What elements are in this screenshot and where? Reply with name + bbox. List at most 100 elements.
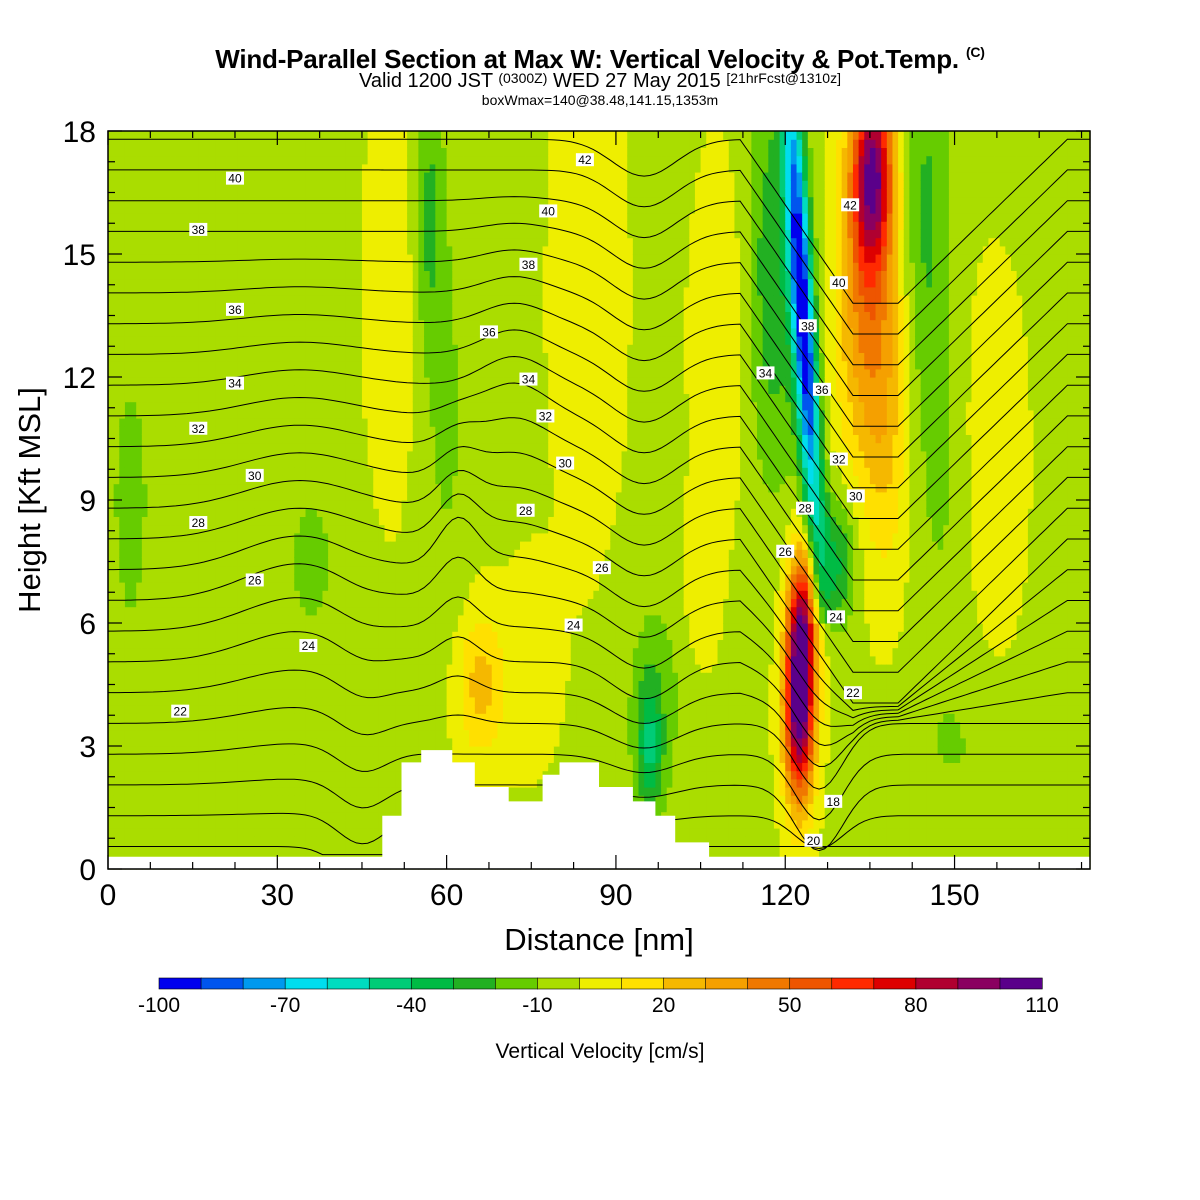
- heatmap-cell: [299, 500, 307, 509]
- heatmap-cell: [266, 180, 273, 189]
- heatmap-cell: [361, 393, 369, 403]
- heatmap-cell: [345, 467, 352, 476]
- heatmap-cell: [277, 705, 284, 714]
- heatmap-cell: [407, 680, 414, 690]
- heatmap-cell: [170, 582, 177, 591]
- heatmap-cell: [328, 491, 335, 501]
- heatmap-cell: [305, 377, 312, 386]
- heatmap-cell: [401, 401, 408, 411]
- heatmap-cell: [119, 516, 126, 526]
- heatmap-cell: [345, 360, 352, 370]
- heatmap-cell: [226, 631, 233, 640]
- heatmap-cell: [136, 139, 143, 148]
- heatmap-cell: [215, 327, 222, 337]
- heatmap-cell: [124, 172, 132, 181]
- heatmap-cell: [311, 229, 318, 239]
- heatmap-cell: [305, 262, 312, 271]
- heatmap-cell: [175, 836, 182, 845]
- heatmap-cell: [311, 549, 318, 558]
- heatmap-cell: [407, 131, 414, 140]
- heatmap-cell: [390, 434, 397, 444]
- heatmap-cell: [395, 606, 403, 616]
- heatmap-cell: [147, 172, 154, 181]
- heatmap-cell: [141, 401, 149, 411]
- heatmap-cell: [282, 516, 290, 526]
- heatmap-cell: [170, 655, 177, 665]
- heatmap-cell: [378, 426, 386, 435]
- heatmap-cell: [181, 631, 188, 640]
- heatmap-cell: [220, 442, 228, 452]
- heatmap-cell: [203, 450, 211, 460]
- heatmap-cell: [378, 803, 386, 813]
- heatmap-cell: [249, 590, 256, 599]
- heatmap-cell: [175, 475, 182, 485]
- heatmap-cell: [164, 795, 171, 804]
- heatmap-cell: [260, 828, 267, 837]
- heatmap-cell: [333, 762, 340, 772]
- heatmap-cell: [113, 467, 120, 476]
- heatmap-cell: [288, 491, 295, 501]
- heatmap-cell: [390, 565, 397, 575]
- heatmap-cell: [136, 803, 143, 813]
- heatmap-cell: [378, 459, 386, 468]
- heatmap-cell: [294, 426, 301, 435]
- heatmap-cell: [192, 344, 199, 353]
- heatmap-cell: [209, 368, 216, 378]
- heatmap-cell: [288, 688, 295, 698]
- heatmap-cell: [136, 573, 143, 583]
- heatmap-cell: [192, 508, 199, 517]
- heatmap-cell: [367, 746, 374, 755]
- heatmap-cell: [271, 237, 278, 247]
- heatmap-cell: [384, 500, 391, 509]
- heatmap-cell: [141, 491, 149, 501]
- heatmap-cell: [113, 172, 120, 181]
- heatmap-cell: [203, 606, 211, 616]
- heatmap-cell: [175, 844, 182, 854]
- heatmap-cell: [373, 672, 380, 681]
- heatmap-cell: [254, 819, 261, 829]
- heatmap-cell: [345, 631, 352, 640]
- heatmap-cell: [271, 385, 278, 394]
- heatmap-cell: [215, 475, 222, 485]
- heatmap-cell: [401, 754, 408, 763]
- heatmap-cell: [108, 229, 115, 239]
- heatmap-cell: [260, 336, 267, 345]
- heatmap-cell: [277, 500, 284, 509]
- heatmap-cell: [328, 541, 335, 550]
- heatmap-cell: [277, 672, 284, 681]
- heatmap-cell: [390, 623, 397, 632]
- heatmap-cell: [378, 713, 386, 722]
- heatmap-cell: [243, 442, 250, 452]
- heatmap-cell: [237, 721, 245, 731]
- heatmap-cell: [187, 746, 194, 755]
- heatmap-cell: [367, 500, 374, 509]
- heatmap-cell: [158, 508, 166, 517]
- heatmap-cell: [271, 746, 278, 755]
- heatmap-cell: [288, 139, 295, 148]
- heatmap-cell: [113, 131, 120, 140]
- heatmap-cell: [367, 811, 374, 821]
- heatmap-cell: [294, 491, 301, 501]
- heatmap-cell: [237, 787, 245, 796]
- heatmap-cell: [170, 532, 177, 542]
- heatmap-cell: [294, 721, 301, 731]
- heatmap-cell: [299, 828, 307, 837]
- heatmap-cell: [260, 418, 267, 427]
- heatmap-cell: [181, 647, 188, 657]
- heatmap-cell: [215, 409, 222, 419]
- heatmap-cell: [384, 139, 391, 148]
- heatmap-cell: [119, 286, 126, 296]
- heatmap-cell: [181, 639, 188, 649]
- heatmap-cell: [164, 524, 171, 534]
- heatmap-cell: [294, 442, 301, 452]
- heatmap-cell: [153, 582, 160, 591]
- heatmap-cell: [198, 213, 205, 222]
- heatmap-cell: [378, 377, 386, 386]
- heatmap-cell: [339, 639, 346, 649]
- heatmap-cell: [311, 147, 318, 157]
- heatmap-cell: [294, 828, 301, 837]
- heatmap-cell: [108, 524, 115, 534]
- heatmap-cell: [158, 524, 166, 534]
- heatmap-cell: [175, 418, 182, 427]
- heatmap-cell: [401, 623, 408, 632]
